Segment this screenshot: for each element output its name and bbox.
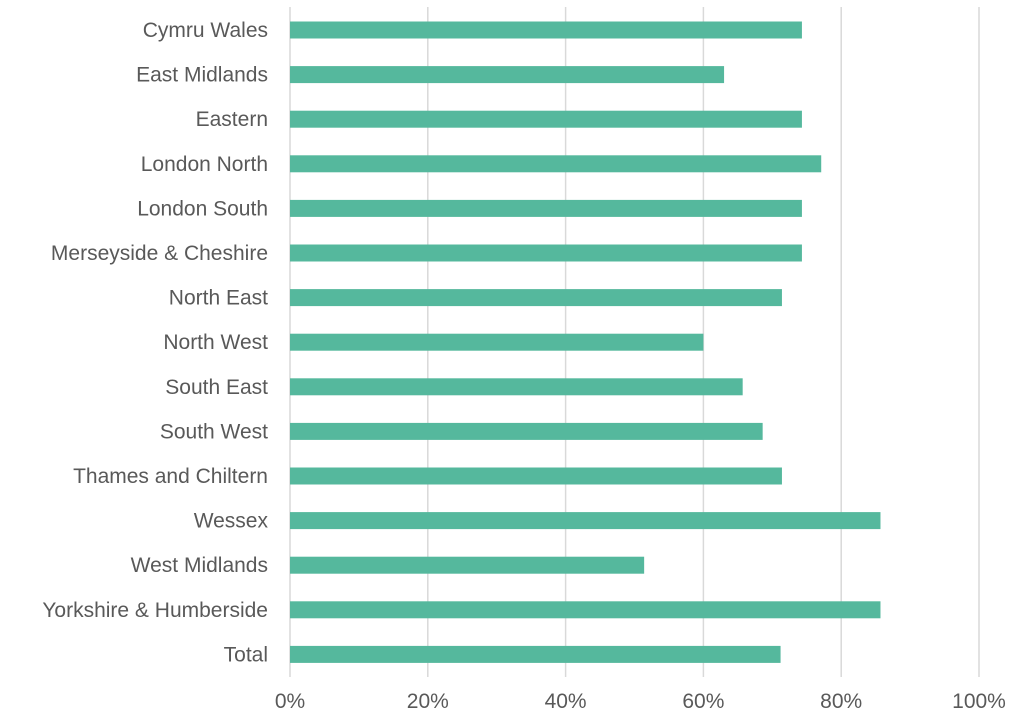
bar-wessex <box>290 512 881 530</box>
category-label: Merseyside & Cheshire <box>51 242 268 265</box>
category-label: Total <box>224 643 268 666</box>
bar-west-midlands <box>290 556 645 574</box>
category-label: Eastern <box>196 108 268 131</box>
bar-merseyside-and-cheshire <box>290 244 802 262</box>
category-label: Wessex <box>194 510 269 533</box>
x-tick-label: 80% <box>820 690 862 713</box>
bar-north-east <box>290 289 782 307</box>
x-tick-label: 40% <box>545 690 587 713</box>
bar-thames-and-chiltern <box>290 467 782 485</box>
x-tick-label: 20% <box>407 690 449 713</box>
x-axis-tick-labels: 0% 20% 40% 60% 80% 100% <box>275 690 1006 713</box>
category-label: London North <box>141 153 268 176</box>
bar-east-midlands <box>290 66 725 84</box>
bars <box>290 21 881 663</box>
category-label: North East <box>169 287 268 310</box>
category-label: South East <box>165 376 268 399</box>
category-label: Yorkshire & Humberside <box>42 599 268 622</box>
category-label: Cymru Wales <box>143 19 268 42</box>
bar-eastern <box>290 110 802 128</box>
bar-north-west <box>290 333 704 351</box>
category-label: Thames and Chiltern <box>73 465 268 488</box>
x-tick-label: 100% <box>952 690 1006 713</box>
bar-yorkshire-and-humberside <box>290 601 881 619</box>
bar-london-north <box>290 155 822 173</box>
category-label: London South <box>137 197 268 220</box>
category-labels: Cymru Wales East Midlands Eastern London No… <box>42 19 268 666</box>
category-label: North West <box>163 331 268 354</box>
bar-london-south <box>290 199 802 217</box>
bar-south-east <box>290 378 743 396</box>
x-tick-label: 60% <box>682 690 724 713</box>
bar-cymru-wales <box>290 21 802 39</box>
category-label: West Midlands <box>131 554 268 577</box>
category-label: South West <box>160 420 268 443</box>
x-tick-label: 0% <box>275 690 305 713</box>
bar-south-west <box>290 422 763 440</box>
bar-total <box>290 645 781 663</box>
category-label: East Midlands <box>136 64 268 87</box>
